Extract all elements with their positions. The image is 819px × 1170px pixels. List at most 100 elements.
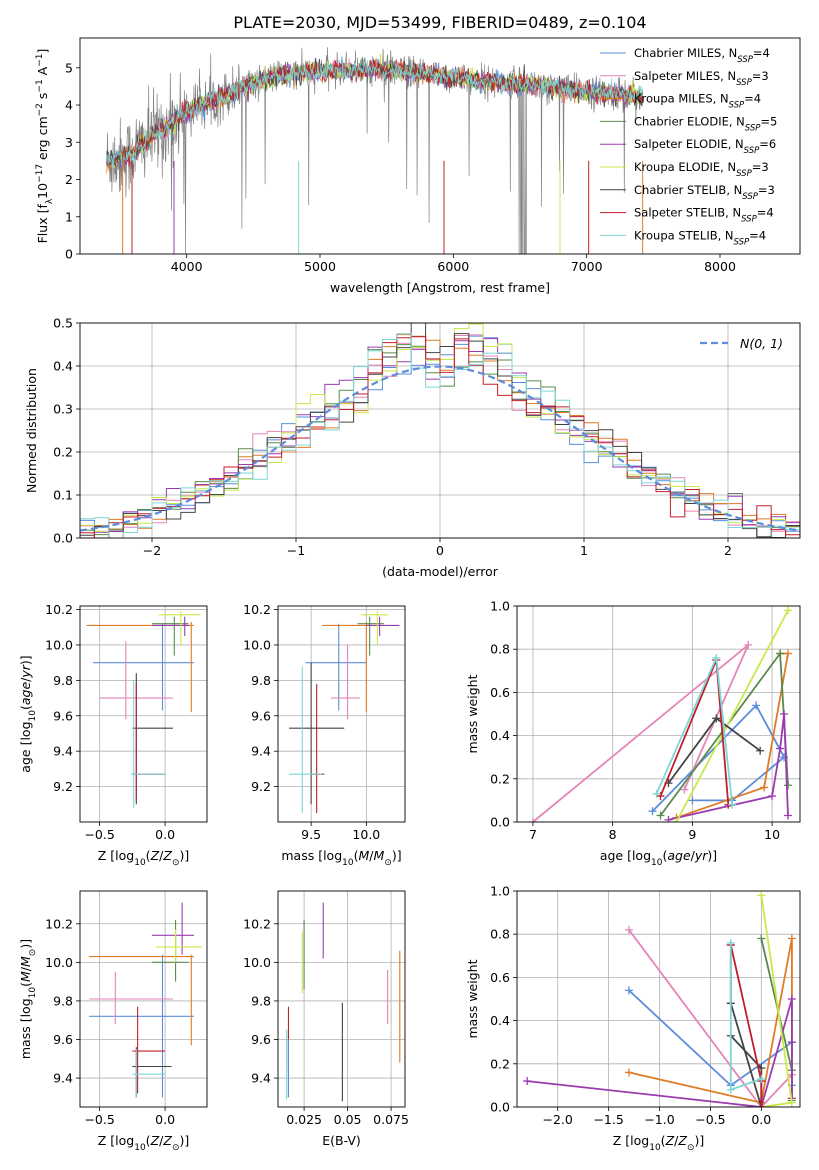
weight-marker bbox=[787, 1098, 796, 1107]
model-spectrum bbox=[106, 59, 644, 168]
x-tick-label: 10.0 bbox=[352, 827, 380, 842]
observed-spectrum bbox=[106, 47, 644, 254]
legend-entry: Chabrier MILES, NSSP=4 bbox=[634, 46, 770, 65]
errorbar-point bbox=[289, 666, 323, 814]
weight-marker bbox=[624, 986, 633, 995]
axes-frame bbox=[79, 37, 801, 255]
weight-marker bbox=[528, 818, 537, 822]
weight-marker bbox=[776, 744, 785, 753]
y-tick-label: 0 bbox=[65, 247, 73, 262]
errorbar-point bbox=[86, 621, 194, 713]
weight-marker bbox=[726, 1085, 735, 1094]
x-tick-label: −1.0 bbox=[644, 1112, 674, 1127]
x-tick-label: 10 bbox=[764, 827, 780, 842]
panel-spectrum: 4000 5000 6000 7000 8000 0 1 2 3 4 5 wavelength [An… bbox=[35, 37, 801, 295]
weight-series bbox=[532, 644, 750, 822]
legend-entry: Kroupa ELODIE, NSSP=3 bbox=[634, 160, 769, 179]
x-tick-label: −2.0 bbox=[543, 1112, 573, 1127]
axes: 9.5 10.0 9.2 9.4 9.6 9.8 10.0 10.2 mass [log10(M… bbox=[243, 602, 406, 868]
x-tick-label: 8 bbox=[609, 827, 617, 842]
x-tick-label: 7000 bbox=[571, 259, 603, 274]
weight-marker bbox=[784, 781, 793, 790]
plot-area bbox=[523, 891, 796, 1107]
gaussian-curve bbox=[80, 365, 800, 532]
weight-marker bbox=[624, 925, 633, 934]
errorbar-point bbox=[132, 673, 173, 805]
y-axis-label: mass weight bbox=[465, 959, 480, 1038]
y-tick-label: 9.8 bbox=[53, 993, 73, 1008]
x-tick-label: 4000 bbox=[171, 259, 203, 274]
x-tick-label: 0.075 bbox=[373, 1112, 409, 1127]
x-axis-label: Z [log10(Z/Z⊙)] bbox=[613, 1133, 705, 1153]
x-axis-label: Z [log10(Z/Z⊙)] bbox=[98, 848, 190, 868]
weight-marker bbox=[744, 640, 753, 649]
plot-area bbox=[86, 611, 201, 808]
x-tick-label: −0.5 bbox=[84, 827, 114, 842]
model-spectrum bbox=[106, 59, 644, 169]
y-axis-label: mass weight bbox=[465, 674, 480, 753]
y-tick-label: 9.2 bbox=[53, 779, 73, 794]
y-tick-label: 0.5 bbox=[53, 316, 73, 331]
errorbar-point bbox=[155, 929, 202, 963]
weight-marker bbox=[787, 1038, 796, 1047]
y-tick-label: 9.4 bbox=[53, 744, 73, 759]
axes: 0.025 0.05 0.075 9.4 9.6 9.8 10.0 10.2 E(B-V) bbox=[243, 890, 409, 1148]
weight-marker bbox=[726, 938, 735, 947]
y-tick-label: 9.6 bbox=[53, 708, 73, 723]
y-axis-label: Normed distribution bbox=[24, 368, 39, 493]
y-tick-label: 9.4 bbox=[53, 1071, 73, 1086]
y-tick-label: 0.0 bbox=[490, 815, 510, 830]
weight-marker bbox=[712, 714, 721, 723]
y-tick-label: 10.2 bbox=[45, 916, 73, 931]
x-tick-label: 0.05 bbox=[334, 1112, 362, 1127]
y-tick-label: 0.0 bbox=[490, 1100, 510, 1115]
y-tick-label: 0.0 bbox=[53, 531, 73, 546]
y-tick-label: 9.6 bbox=[53, 1032, 73, 1047]
weight-marker bbox=[757, 891, 766, 900]
axes: −2.0 −1.5 −1.0 −0.5 0.0 0.0 0.2 0.4 0.6 0.8 1.0 Z [… bbox=[465, 884, 801, 1153]
weight-marker bbox=[672, 818, 681, 822]
y-tick-label: 10.0 bbox=[45, 637, 73, 652]
x-tick-label: −0.5 bbox=[695, 1112, 725, 1127]
axes: −0.5 0.0 9.4 9.6 9.8 10.0 10.2 Z [log10(Z/Z⊙)] m… bbox=[18, 890, 208, 1153]
weight-marker bbox=[757, 1103, 766, 1107]
errorbar-point bbox=[366, 616, 400, 637]
y-tick-label: 10.0 bbox=[45, 955, 73, 970]
y-tick-label: 0.2 bbox=[53, 445, 73, 460]
y-tick-label: 9.6 bbox=[251, 708, 271, 723]
errorbar-point bbox=[311, 683, 325, 814]
y-axis-label: mass [log10(M/M⊙)] bbox=[18, 939, 38, 1059]
axes-frame bbox=[79, 890, 208, 1108]
weight-marker bbox=[756, 746, 765, 755]
errorbar-point bbox=[152, 919, 189, 982]
x-tick-label: −1.5 bbox=[593, 1112, 623, 1127]
axes-frame bbox=[277, 605, 406, 823]
weight-marker bbox=[784, 606, 793, 615]
legend-entry: Salpeter STELIB, NSSP=4 bbox=[634, 206, 774, 225]
y-tick-label: 0.4 bbox=[490, 728, 510, 743]
weight-marker bbox=[624, 1068, 633, 1077]
y-tick-label: 5 bbox=[65, 60, 73, 75]
y-tick-label: 0.2 bbox=[490, 1056, 510, 1071]
plot-area bbox=[289, 611, 400, 814]
y-tick-label: 9.2 bbox=[251, 779, 271, 794]
weight-marker bbox=[664, 815, 673, 822]
y-tick-label: 1.0 bbox=[490, 599, 510, 614]
errorbar-point bbox=[331, 644, 360, 720]
weight-marker bbox=[787, 995, 796, 1003]
x-tick-label: 6000 bbox=[437, 259, 469, 274]
weight-marker bbox=[680, 785, 689, 794]
legend: Chabrier MILES, NSSP=4 Salpeter MILES, NS… bbox=[600, 46, 777, 247]
errorbar-point bbox=[131, 680, 166, 808]
weight-marker bbox=[688, 796, 697, 805]
errorbar-point bbox=[89, 972, 173, 1025]
panel-age_vs_mass: 9.5 10.0 9.2 9.4 9.6 9.8 10.0 10.2 mass [log10(M… bbox=[243, 602, 406, 868]
y-tick-label: 0.3 bbox=[53, 402, 73, 417]
axes-frame bbox=[277, 890, 406, 1108]
weight-marker bbox=[757, 1074, 766, 1083]
x-axis-label: (data-model)/error bbox=[382, 564, 499, 579]
axes: 4000 5000 6000 7000 8000 0 1 2 3 4 5 wavelength [An… bbox=[35, 37, 801, 295]
x-tick-label: −1 bbox=[287, 543, 305, 558]
x-tick-label: 7 bbox=[529, 827, 537, 842]
